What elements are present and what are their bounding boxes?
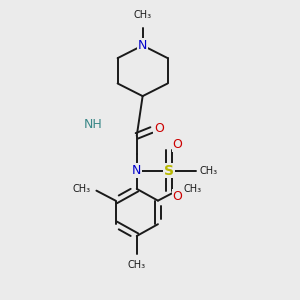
Text: CH₃: CH₃ — [200, 166, 217, 176]
Text: O: O — [154, 122, 164, 135]
Text: N: N — [132, 164, 141, 177]
Text: CH₃: CH₃ — [72, 184, 90, 194]
Text: O: O — [173, 138, 182, 151]
Text: NH: NH — [84, 118, 103, 130]
Text: CH₃: CH₃ — [134, 11, 152, 20]
Text: CH₃: CH₃ — [183, 184, 201, 194]
Text: N: N — [138, 39, 147, 52]
Text: S: S — [164, 164, 174, 178]
Text: O: O — [173, 190, 182, 203]
Text: CH₃: CH₃ — [128, 260, 146, 270]
